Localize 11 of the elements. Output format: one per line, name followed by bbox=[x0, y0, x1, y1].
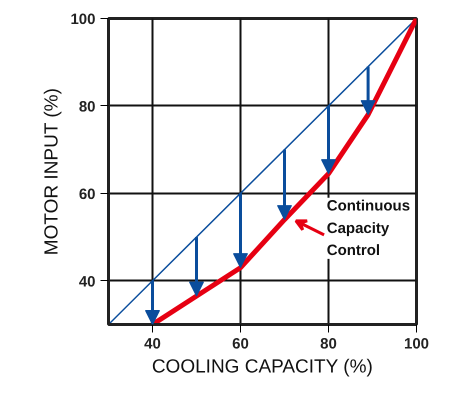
y-axis-title: MOTOR INPUT (%) bbox=[41, 88, 62, 256]
y-tick-label: 100 bbox=[70, 11, 96, 28]
y-tick-label: 40 bbox=[78, 273, 96, 290]
y-tick-label: 80 bbox=[78, 98, 96, 116]
x-axis-title: COOLING CAPACITY (%) bbox=[152, 356, 373, 378]
x-tick-label: 100 bbox=[404, 336, 430, 352]
x-tick-label: 40 bbox=[144, 336, 161, 352]
y-tick-label: 60 bbox=[78, 186, 96, 203]
x-tick-label: 80 bbox=[320, 336, 337, 352]
x-tick-label: 60 bbox=[232, 336, 249, 352]
annotation: Continuous Capacity Control bbox=[326, 198, 410, 259]
